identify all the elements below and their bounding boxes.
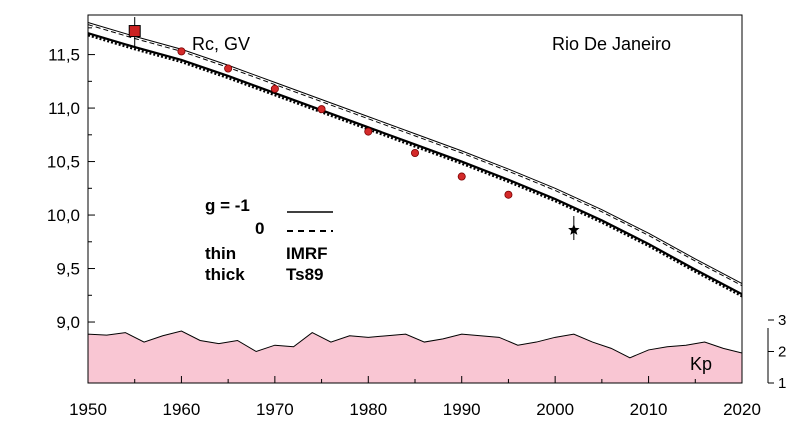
x-tick-label: 1950 <box>69 400 107 419</box>
axes: 1950 1960 1970 1980 1990 2000 2010 20209,09,510… <box>47 27 786 419</box>
legend-g-label: g = -1 <box>205 196 250 215</box>
y-tick-label: 10,5 <box>47 153 80 172</box>
y-tick-label: 9,0 <box>56 313 80 332</box>
kp-area <box>87 330 743 384</box>
x-tick-label: 1960 <box>163 400 201 419</box>
measurement-point <box>270 84 279 93</box>
legend-thin-label: thin <box>205 244 236 263</box>
x-tick-label: 2010 <box>630 400 668 419</box>
legend-thick-label: thick <box>205 265 245 284</box>
series-line-thick-dotted <box>87 34 743 298</box>
kp-label: Kp <box>690 354 712 374</box>
measurement-point <box>364 127 373 136</box>
kp-area-path <box>87 330 743 384</box>
kp-tick-label: 1 <box>778 375 786 392</box>
x-tick-label: 2000 <box>536 400 574 419</box>
measurement-point <box>504 190 513 199</box>
y-tick-label: 11,5 <box>48 46 80 65</box>
plot-frame <box>87 14 743 384</box>
measurement-point <box>224 64 233 73</box>
measurement-point <box>410 148 419 157</box>
y-tick-label: 10,0 <box>47 206 80 225</box>
series-line-thin-solid <box>87 22 743 284</box>
x-tick-label: 1970 <box>256 400 294 419</box>
rc-lines <box>87 22 743 298</box>
square-marker <box>128 25 141 38</box>
station-label: Rio De Janeiro <box>552 34 671 54</box>
measurement-point <box>457 172 466 181</box>
kp-tick-label: 3 <box>778 312 786 329</box>
measurement-point <box>317 105 326 114</box>
x-tick-label: 1980 <box>349 400 387 419</box>
x-tick-label: 1990 <box>443 400 481 419</box>
series-line-thin-dashed <box>87 24 743 287</box>
markers <box>128 17 580 241</box>
legend-ts89-label: Ts89 <box>286 265 324 284</box>
quantity-label: Rc, GV <box>192 34 250 54</box>
x-tick-label: 2020 <box>723 400 761 419</box>
kp-tick-label: 2 <box>778 344 786 361</box>
legend: g = -1 0 thin IMRF thick Ts89 <box>205 196 333 284</box>
series-line-thick-solid <box>87 32 743 296</box>
legend-imrf-label: IMRF <box>286 244 328 263</box>
measurement-point <box>177 47 186 56</box>
legend-g-zero: 0 <box>255 219 264 238</box>
y-tick-label: 9,5 <box>56 260 80 279</box>
star-marker <box>568 224 580 235</box>
y-tick-label: 11,0 <box>48 99 80 118</box>
